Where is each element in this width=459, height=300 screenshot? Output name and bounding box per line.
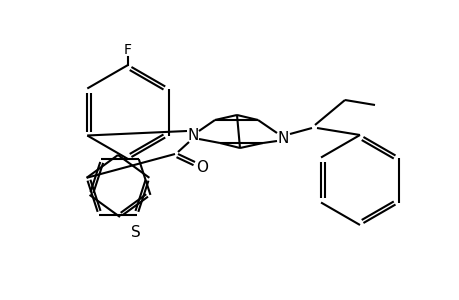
- Text: O: O: [196, 160, 207, 175]
- Text: F: F: [124, 43, 132, 57]
- Text: N: N: [277, 130, 288, 146]
- Text: S: S: [130, 225, 140, 240]
- Text: N: N: [187, 128, 198, 142]
